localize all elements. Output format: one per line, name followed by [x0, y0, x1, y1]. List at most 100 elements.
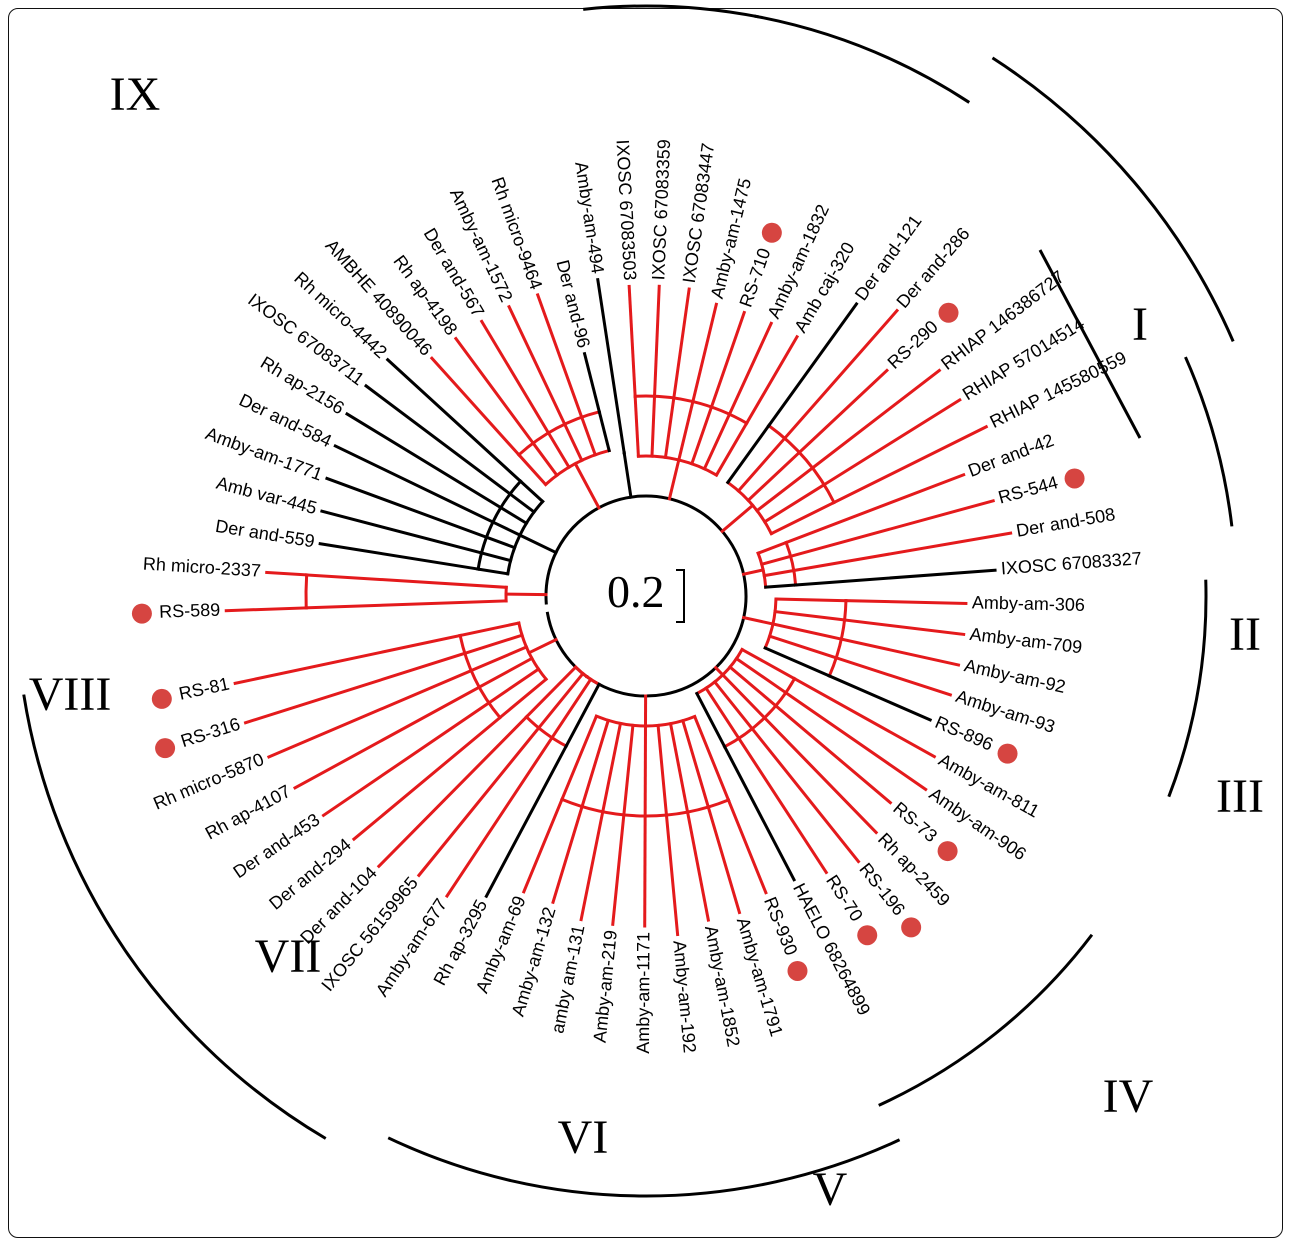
leaf-label: IXOSC 67083359	[648, 139, 674, 281]
branch-inner	[765, 485, 824, 522]
branch-arc	[526, 717, 566, 746]
branch-inner	[748, 452, 799, 500]
branch-inner	[706, 688, 739, 738]
branch-inner	[519, 455, 546, 485]
branch-arc	[769, 426, 834, 503]
marker-dot	[939, 303, 959, 323]
branch-inner	[510, 494, 534, 512]
branch-inner	[695, 717, 729, 800]
leaf-label: IXOSC 67083327	[1000, 548, 1142, 578]
branch-inner	[582, 720, 608, 806]
branch-terminal	[688, 812, 709, 920]
branch-terminal	[799, 370, 887, 452]
leaf-label: Der and-508	[1015, 504, 1117, 541]
branch-inner	[775, 612, 844, 620]
branch-stem	[722, 505, 752, 531]
leaf-label: Der and-559	[214, 516, 316, 552]
clade-label: I	[1132, 298, 1148, 351]
branch-inner	[478, 569, 508, 574]
leaf-label: RS-316	[178, 714, 242, 751]
branch-terminal	[674, 289, 689, 398]
clade-label: IV	[1103, 1070, 1154, 1123]
branch-inner	[562, 716, 596, 799]
branch-inner	[758, 543, 786, 554]
branch-inner	[306, 601, 506, 608]
branch-inner	[465, 635, 522, 653]
branch-terminal	[388, 360, 521, 481]
branch-terminal	[841, 639, 958, 665]
branch-inner	[493, 522, 520, 535]
branch-terminal	[320, 544, 478, 569]
clade-label: V	[813, 1163, 848, 1213]
branch-inner	[652, 396, 655, 456]
branch-inner	[715, 682, 752, 729]
branch-terminal	[235, 636, 460, 684]
branch-terminal	[226, 608, 306, 611]
clade-label: VII	[255, 930, 322, 983]
branch-inner	[742, 650, 794, 679]
branch-stem	[575, 464, 599, 508]
branch-terminal	[509, 307, 565, 424]
leaf-label: Amb var-445	[214, 473, 319, 518]
branch-terminal	[581, 812, 603, 920]
branch-terminal	[379, 717, 527, 866]
branch-terminal	[585, 354, 600, 412]
branch-inner	[730, 667, 776, 706]
branch-inner	[773, 624, 841, 639]
marker-dot	[998, 744, 1018, 764]
branch-inner	[665, 398, 673, 457]
leaf-label: IXOSC 56159965	[317, 873, 422, 995]
branch-terminal	[267, 572, 307, 574]
leaf-label: RS-290	[884, 316, 942, 372]
branch-arc	[786, 543, 795, 585]
branch-inner	[482, 553, 511, 561]
clade-bracket	[754, 16, 969, 102]
branch-inner	[501, 508, 527, 524]
branch-stem	[744, 570, 764, 574]
branch-terminal	[419, 728, 539, 875]
branch-terminal	[747, 337, 797, 423]
branch-stem	[744, 618, 773, 624]
branch-inner	[679, 402, 693, 460]
leaf-label: RS-81	[177, 674, 231, 704]
branch-terminal	[655, 286, 660, 396]
leaf-label: Amby-am-92	[962, 655, 1067, 697]
clade-label: IX	[110, 68, 161, 121]
clade-bracket	[1185, 357, 1231, 526]
branch-terminal	[553, 807, 582, 903]
marker-dot	[152, 689, 172, 709]
branch-inner	[683, 721, 708, 807]
leaf-label: RS-589	[159, 600, 221, 622]
clade-bracket	[879, 935, 1092, 1106]
branch-inner	[736, 659, 785, 693]
branch-stem	[506, 594, 546, 595]
branch-inner	[603, 723, 621, 811]
branch-arc	[306, 575, 307, 608]
branch-inner	[565, 424, 582, 460]
branch-inner	[658, 725, 666, 815]
scale-bar-label: 0.2	[607, 566, 665, 617]
branch-inner	[671, 724, 688, 812]
clade-bracket	[583, 6, 758, 17]
branch-inner	[489, 669, 539, 703]
scale-bar: 0.2	[607, 566, 684, 622]
branch-terminal	[693, 304, 716, 401]
branch-inner	[766, 585, 796, 587]
branch-terminal	[836, 658, 950, 695]
branch-terminal	[794, 533, 1011, 570]
branch-inner	[776, 599, 846, 601]
branch-stem	[520, 535, 556, 552]
marker-dot	[857, 925, 877, 945]
clade-label: II	[1229, 608, 1261, 661]
branch-inner	[635, 396, 638, 456]
marker-dot	[901, 917, 921, 937]
branch-inner	[738, 438, 784, 491]
clade-label: VIII	[29, 668, 112, 721]
branch-stem	[624, 453, 631, 497]
marker-dot	[132, 604, 152, 624]
branch-inner	[599, 412, 609, 451]
branch-inner	[762, 556, 791, 564]
branch-stem	[529, 640, 556, 653]
leaf-label: RS-930	[760, 894, 801, 958]
